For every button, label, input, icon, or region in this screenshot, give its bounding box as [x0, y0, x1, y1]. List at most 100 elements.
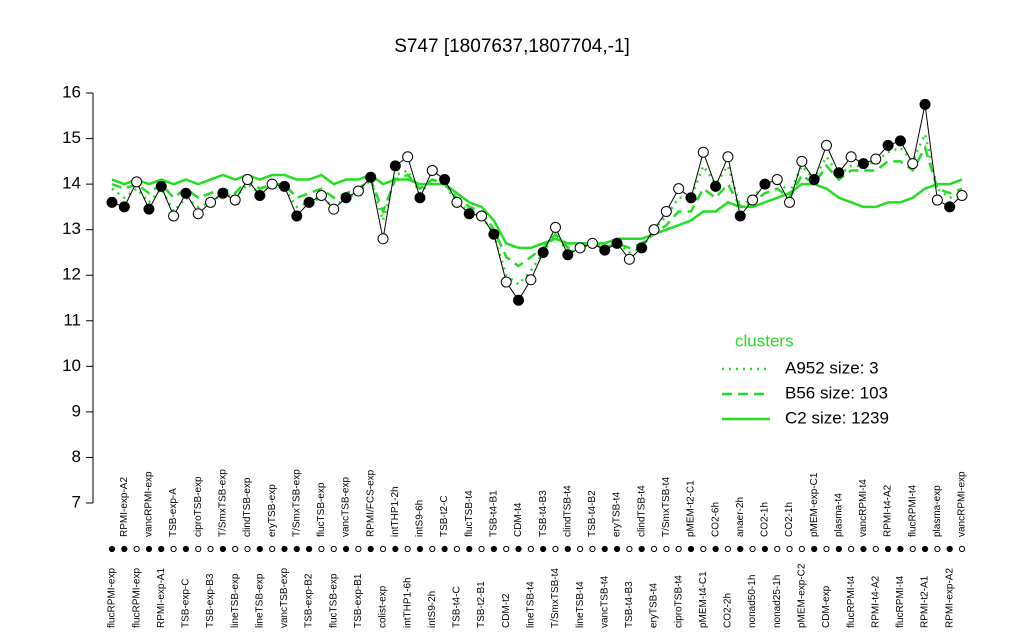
data-point: [205, 196, 217, 208]
data-point: [315, 190, 327, 201]
sample-marker: [158, 545, 165, 553]
data-point: [180, 187, 192, 199]
data-point: [648, 224, 660, 236]
data-point: [192, 208, 204, 220]
sample-marker: [527, 545, 534, 553]
y-tick-label: 14: [62, 174, 81, 193]
sample-marker: [613, 545, 621, 553]
x-tick-label: flucRPMI-exp: [107, 568, 118, 628]
sample-marker: [318, 545, 325, 553]
y-tick-label: 9: [72, 401, 81, 420]
x-tick-label: RPMI-exp-A2: [944, 568, 955, 628]
x-tick-label: TSB-exp-B3: [205, 573, 216, 628]
data-point: [907, 158, 919, 170]
legend-label: B56 size: 103: [785, 383, 888, 402]
data-point: [217, 187, 229, 199]
cluster-line: [111, 130, 963, 287]
data-point: [722, 151, 734, 163]
sample-marker: [872, 545, 879, 553]
data-point: [229, 194, 241, 206]
data-point: [636, 242, 648, 254]
sample-marker: [897, 545, 904, 553]
sample-marker: [921, 545, 929, 553]
x-tick-label: pMEM-exp-C2: [796, 563, 807, 628]
x-tick-label: flucTSB-exp: [316, 482, 327, 537]
x-tick-label: anaer-2h: [735, 497, 746, 537]
sample-marker: [244, 545, 251, 553]
x-tick-label: CDM-t4: [513, 502, 524, 537]
x-tick-label: CO2-1h: [784, 502, 795, 537]
data-point: [402, 151, 414, 163]
x-tick-label: flucTSB-exp: [328, 573, 339, 628]
data-point: [426, 164, 438, 176]
data-point: [882, 139, 894, 151]
x-tick-label: CO2-1h: [760, 502, 771, 537]
x-tick-label: T/SmxTSB-t4: [661, 477, 672, 537]
sample-marker: [946, 545, 953, 553]
x-tick-label: T/SmxTSB-exp: [218, 469, 229, 537]
data-point: [118, 201, 130, 213]
x-tick-label: TSB-t4-B1: [489, 490, 500, 537]
sample-marker: [564, 545, 571, 553]
data-point: [685, 192, 697, 204]
sample-marker: [256, 545, 263, 553]
sample-marker: [429, 545, 436, 553]
x-tick-label: nonad25-1h: [772, 575, 783, 628]
x-tick-label: RPMI/FCS-exp: [365, 469, 376, 537]
sample-marker: [342, 545, 350, 553]
x-tick-label: ciproTSB-t4: [673, 575, 684, 628]
sample-marker: [823, 545, 830, 553]
x-tick-label: intTHP1-2h: [390, 486, 401, 537]
x-tick-label: TSB-t4-C: [452, 586, 463, 628]
sample-marker: [811, 545, 818, 553]
data-point: [242, 174, 254, 186]
x-tick-label: eryTSB-t4: [649, 583, 660, 628]
y-tick-label: 11: [63, 310, 81, 329]
sample-marker: [601, 545, 608, 553]
x-tick-label: TSB-exp-B2: [304, 573, 315, 628]
data-point: [488, 228, 500, 240]
y-tick-label: 8: [72, 447, 81, 466]
x-tick-label: intS9-6h: [415, 500, 426, 537]
sample-marker: [503, 545, 510, 553]
sample-marker: [712, 545, 719, 553]
y-tick-label: 13: [62, 219, 81, 238]
data-point: [586, 237, 598, 249]
sample-marker: [737, 545, 744, 553]
data-point: [894, 135, 906, 147]
x-tick-label: pMEM-exp-C1: [809, 472, 820, 537]
data-point: [168, 210, 180, 222]
sample-marker: [749, 545, 756, 553]
sample-marker: [577, 545, 584, 553]
sample-marker: [121, 545, 128, 553]
x-tick-label: clindTSB-t4: [562, 485, 573, 537]
data-point: [143, 203, 155, 215]
x-tick-label: CO2-2h: [723, 593, 734, 628]
sample-marker: [293, 545, 300, 553]
chart-title: S747 [1807637,1807704,-1]: [394, 36, 630, 57]
x-tick-label: flucRPMI-t4: [846, 575, 857, 628]
x-tick-label: ciproTSB-exp: [193, 476, 204, 537]
x-tick-label: TSB-t2-C: [439, 495, 450, 537]
sample-marker: [441, 545, 448, 553]
x-tick-label: flucRPMI-t4: [907, 484, 918, 537]
sample-marker: [700, 545, 707, 553]
data-point: [254, 190, 266, 201]
sample-marker: [355, 545, 362, 553]
data-point: [599, 244, 611, 256]
data-point: [734, 210, 746, 222]
sample-marker: [909, 545, 916, 553]
sample-marker: [306, 545, 313, 553]
data-point: [660, 205, 672, 217]
sample-marker: [860, 545, 867, 553]
data-point: [525, 274, 537, 286]
x-tick-label: plasma-exp: [932, 485, 943, 537]
sample-marker: [404, 545, 411, 553]
sample-marker: [145, 545, 153, 553]
x-tick-label: T/SmxTSB-exp: [291, 469, 302, 537]
sample-marker: [195, 545, 202, 553]
data-point: [451, 196, 463, 208]
sample-marker: [219, 545, 226, 553]
data-point: [808, 174, 820, 186]
x-tick-label: lineTSB-t4: [575, 581, 586, 628]
